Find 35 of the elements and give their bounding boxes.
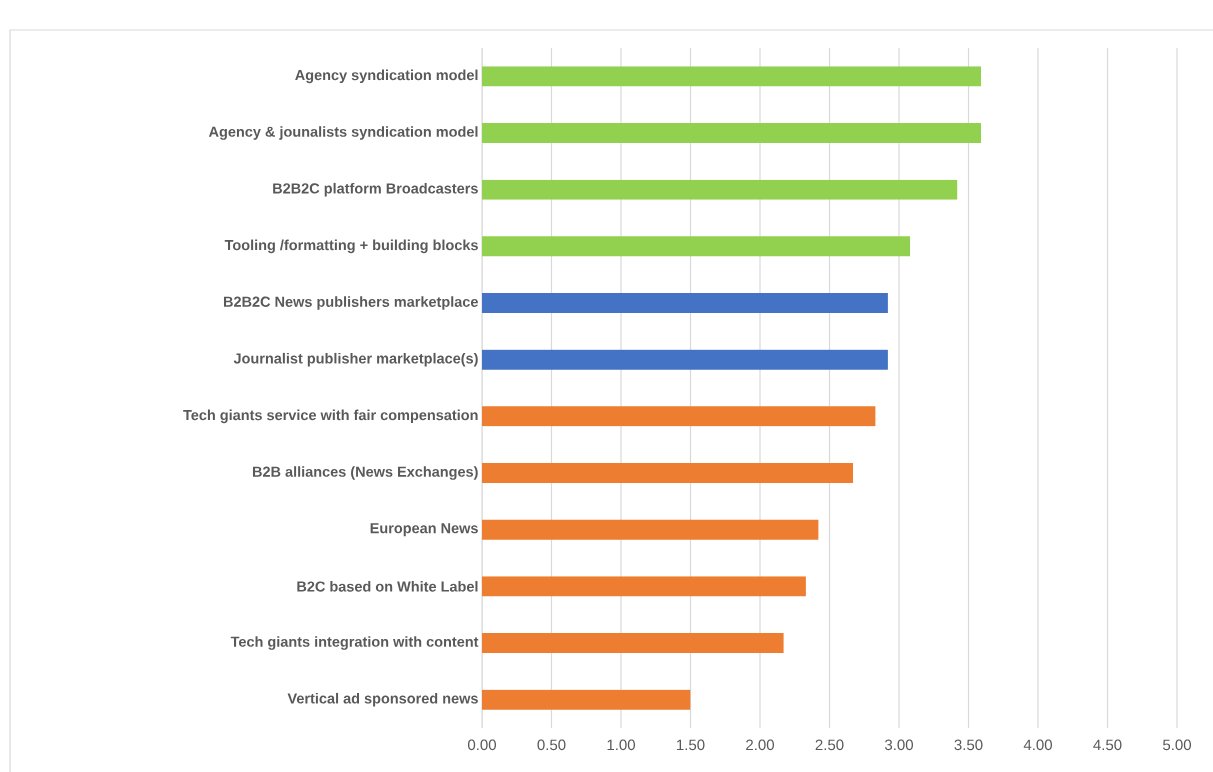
- x-tick-label: 5.00: [1163, 739, 1192, 751]
- bar: [482, 179, 958, 200]
- y-tick-label: Tooling /formatting + building blocks: [224, 239, 478, 254]
- bar: [482, 293, 888, 314]
- y-tick-label: Vertical ad sponsored news: [287, 692, 478, 707]
- x-tick-label: 2.00: [746, 739, 774, 751]
- y-tick-label: Journalist publisher marketplace(s): [233, 352, 478, 367]
- y-tick-label: Tech giants integration with content: [230, 636, 479, 650]
- x-tick-label: 3.50: [954, 739, 983, 751]
- bar: [482, 689, 691, 710]
- bar: [482, 66, 982, 87]
- x-tick-label: 3.00: [884, 739, 913, 751]
- bar: [482, 236, 911, 257]
- bar: [482, 349, 888, 370]
- bar: [482, 633, 784, 654]
- y-tick-label: B2B alliances (News Exchanges): [252, 466, 478, 480]
- y-tick-label: B2B2C News publishers marketplace: [223, 296, 478, 310]
- x-tick-label: 1.50: [677, 739, 705, 751]
- y-tick-label: Agency & jounalists syndication model: [208, 126, 478, 140]
- x-tick-label: 0.00: [467, 739, 496, 751]
- x-tick-label: 1.00: [607, 739, 635, 751]
- bar: [482, 463, 854, 484]
- y-tick-label: B2B2C platform Broadcasters: [273, 182, 478, 197]
- bar: [482, 576, 806, 597]
- y-tick-label: European News: [370, 523, 478, 537]
- y-tick-label: Agency syndication model: [295, 69, 478, 84]
- bar: [482, 123, 982, 144]
- y-tick-label: B2C based on White Label: [297, 581, 478, 592]
- bar: [482, 406, 876, 427]
- x-tick-label: 2.50: [815, 739, 844, 751]
- y-tick-label: Tech giants service with fair compensation: [183, 409, 478, 424]
- x-tick-label: 4.50: [1093, 739, 1122, 751]
- x-tick-label: 0.50: [537, 739, 566, 751]
- bar: [482, 519, 819, 540]
- x-tick-label: 4.00: [1023, 739, 1053, 751]
